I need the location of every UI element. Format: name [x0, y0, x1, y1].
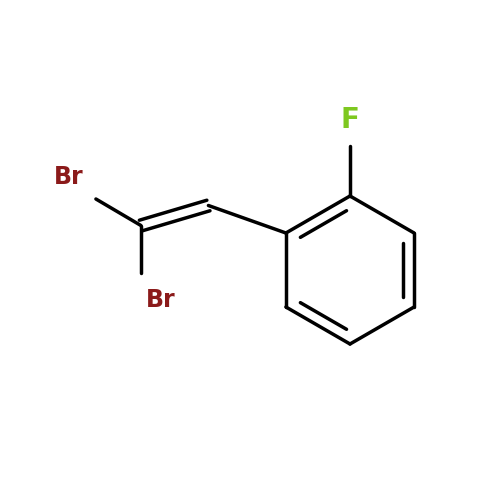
Text: F: F — [340, 106, 359, 134]
Text: Br: Br — [54, 165, 84, 189]
Text: Br: Br — [146, 288, 176, 312]
